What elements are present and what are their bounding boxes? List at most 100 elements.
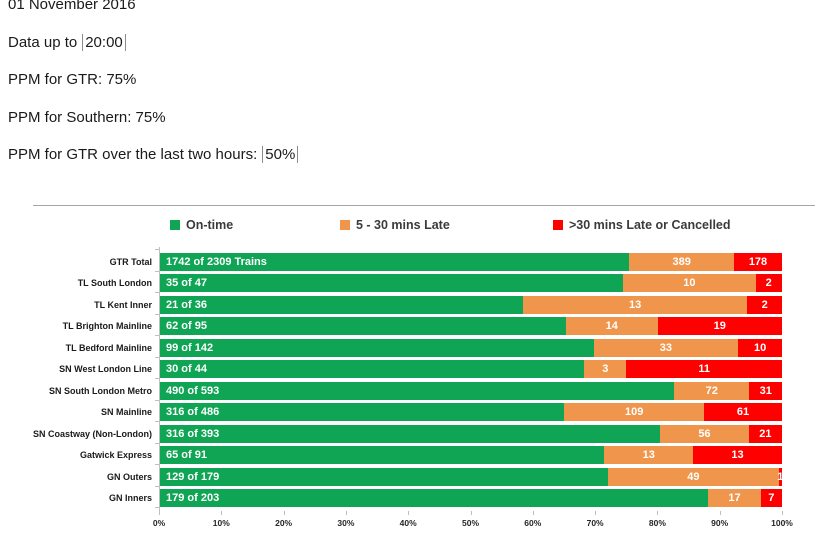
row-category-label: SN South London Metro	[49, 385, 152, 396]
bar-segment-on-time: 490 of 593	[160, 381, 674, 400]
bar-track: 316 of 393 56 21	[160, 424, 782, 443]
chart-row: SN Coastway (Non-London) 316 of 393 56 21	[33, 423, 815, 445]
bar-value-label: 7	[768, 492, 775, 505]
legend-label: On-time	[186, 218, 234, 232]
bar-segment-cancelled: 7	[760, 489, 782, 508]
bar-value-label: 13	[629, 298, 642, 311]
bar-segment-cancelled: 11	[626, 360, 782, 379]
ppm-two-hours-line: PPM for GTR over the last two hours: 50%	[8, 136, 608, 174]
x-axis-tick-label: 90%	[711, 518, 729, 528]
bar-value-label: 17	[728, 492, 741, 505]
y-axis-tick	[155, 399, 159, 401]
bar-value-label: 10	[683, 277, 696, 290]
chart-row: TL Brighton Mainline 62 of 95 14 19	[33, 316, 815, 338]
x-axis-tick-label: 30%	[337, 518, 355, 528]
y-axis-tick	[155, 249, 159, 250]
ppm-gtr-line: PPM for GTR: 75%	[8, 71, 137, 88]
bar-segment-on-time: 35 of 47	[160, 274, 624, 293]
bar-value-label: 31	[759, 384, 772, 397]
row-category-label: TL Kent Inner	[94, 299, 152, 310]
report-header: 01 November 2016 Data up to 20:00 PPM for…	[8, 0, 608, 174]
bar-value-label: 30 of 44	[166, 363, 207, 376]
bar-segment-late: 3	[584, 360, 627, 379]
bar-segment-late: 10	[623, 274, 756, 293]
y-axis-tick	[155, 313, 159, 315]
chart-row: SN West London Line 30 of 44 3 11	[33, 359, 815, 381]
bar-segment-on-time: 99 of 142	[160, 338, 594, 357]
bar-value-label: 2	[761, 298, 768, 311]
x-axis-tick-label: 70%	[586, 518, 604, 528]
bar-segment-cancelled: 2	[747, 295, 782, 314]
bar-segment-on-time: 1742 of 2309 Trains	[160, 252, 630, 271]
x-axis-tick	[345, 511, 347, 515]
y-axis-tick	[155, 356, 159, 358]
legend-item-0: On-time	[170, 218, 233, 232]
row-category-label: GTR Total	[109, 256, 152, 267]
bar-value-label: 389	[672, 255, 691, 268]
ppm-two-hours-label: PPM for GTR over the last two hours:	[8, 146, 258, 163]
y-axis-tick	[155, 485, 159, 487]
bar-segment-on-time: 129 of 179	[160, 467, 609, 486]
bar-value-label: 56	[698, 427, 711, 440]
y-axis-line	[159, 247, 160, 513]
bar-segment-late: 17	[708, 489, 761, 508]
bar-value-label: 1	[777, 470, 784, 483]
bar-track: 490 of 593 72 31	[160, 381, 782, 400]
bar-track: 179 of 203 17 7	[160, 489, 782, 508]
bar-segment-cancelled: 13	[693, 446, 782, 465]
bar-value-label: 61	[736, 406, 750, 419]
data-up-to-line: Data up to 20:00	[8, 24, 608, 62]
bar-segment-cancelled: 19	[657, 317, 782, 336]
bar-value-label: 490 of 593	[166, 384, 220, 397]
bar-value-label: 109	[624, 406, 644, 419]
data-up-to-time-field[interactable]: 20:00	[82, 33, 126, 51]
row-category-label: Gatwick Express	[79, 450, 152, 461]
bar-value-label: 179 of 203	[166, 492, 220, 505]
bar-track: 21 of 36 13 2	[160, 295, 782, 314]
row-category-label: GN Outers	[106, 471, 152, 482]
bar-segment-cancelled: 31	[749, 381, 782, 400]
bar-value-label: 33	[659, 341, 673, 354]
bar-value-label: 49	[687, 470, 700, 483]
bar-track: 99 of 142 33 10	[160, 338, 782, 357]
bar-segment-on-time: 62 of 95	[160, 317, 566, 336]
ppm-two-hours-field[interactable]: 50%	[262, 146, 299, 163]
bar-track: 129 of 179 49 1	[160, 467, 784, 486]
chart-row: TL Kent Inner 21 of 36 13 2	[33, 294, 815, 316]
bar-segment-late: 13	[522, 295, 748, 314]
bar-segment-cancelled: 21	[748, 424, 782, 443]
bar-value-label: 99 of 142	[166, 341, 214, 354]
row-category-label: GN Inners	[108, 493, 152, 504]
bar-segment-cancelled: 61	[703, 403, 782, 422]
chart-row: TL Bedford Mainline 99 of 142 33 10	[33, 337, 815, 359]
x-axis-tick-label: 60%	[524, 518, 542, 528]
bar-segment-late: 14	[565, 317, 658, 336]
x-axis: 0% 10% 20% 30% 40% 50% 60% 70% 80% 90% 100%	[153, 509, 793, 535]
row-category-label: SN West London Line	[59, 364, 152, 375]
bar-track: 1742 of 2309 Trains 389 178	[160, 252, 782, 271]
legend-label: >30 mins Late or Cancelled	[569, 218, 731, 232]
legend-swatch-icon	[170, 220, 180, 230]
x-axis-tick	[283, 511, 285, 515]
report-date: 01 November 2016	[8, 0, 136, 13]
bar-track: 35 of 47 10 2	[160, 274, 782, 293]
chart-rows: GTR Total 1742 of 2309 Trains 389 178 TL Sou…	[33, 251, 815, 509]
bar-value-label: 21 of 36	[166, 298, 207, 311]
bar-segment-on-time: 21 of 36	[160, 295, 523, 314]
row-category-label: TL Bedford Mainline	[65, 342, 152, 353]
bar-segment-late: 72	[673, 381, 750, 400]
ppm-southern-line: PPM for Southern: 75%	[8, 108, 166, 126]
bar-value-label: 3	[602, 363, 609, 376]
legend-swatch-icon	[340, 220, 350, 230]
bar-value-label: 13	[731, 449, 744, 462]
bar-track: 316 of 486 109 61	[160, 403, 782, 422]
x-axis-tick	[221, 511, 223, 515]
legend-label: 5 - 30 mins Late	[356, 218, 450, 232]
legend-item-2: >30 mins Late or Cancelled	[553, 218, 731, 232]
y-axis-tick	[155, 464, 159, 465]
y-axis-tick	[155, 442, 159, 444]
x-axis-tick	[408, 511, 410, 515]
y-axis-tick	[155, 507, 159, 508]
x-axis-tick-label: 20%	[275, 518, 293, 528]
x-axis-tick	[719, 511, 721, 515]
